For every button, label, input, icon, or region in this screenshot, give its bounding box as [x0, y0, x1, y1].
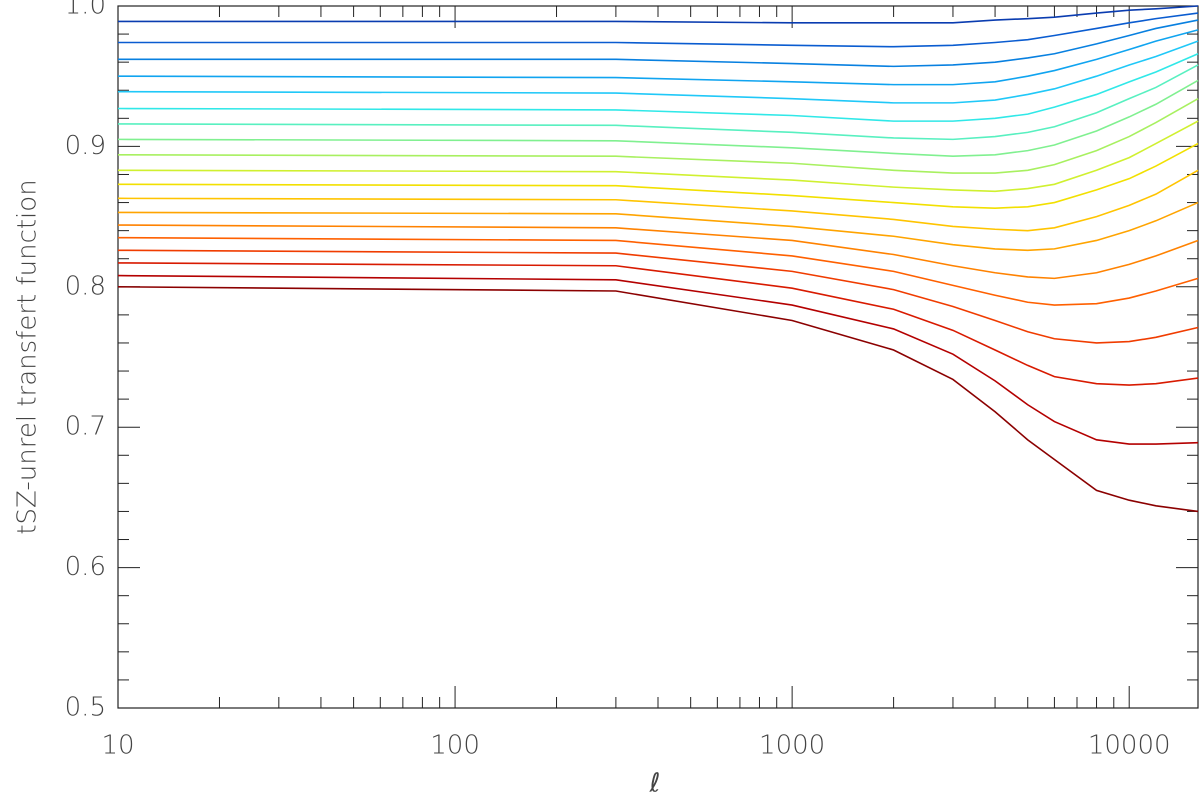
series-line — [117, 169, 1199, 232]
y-tick-label: 0.7 — [65, 412, 106, 442]
series-line — [117, 274, 1199, 445]
series-line — [118, 5, 1199, 24]
series-line — [117, 40, 1199, 104]
series-line — [117, 64, 1199, 141]
series-line — [117, 79, 1199, 158]
x-tick-label: 1000 — [759, 731, 825, 761]
series-line — [117, 286, 1199, 513]
y-tick-label: 0.6 — [65, 552, 106, 582]
series-line — [117, 224, 1199, 280]
series-line — [118, 19, 1199, 68]
y-tick-label: 0.5 — [65, 693, 106, 723]
series-line — [117, 53, 1199, 122]
series-line — [117, 236, 1199, 306]
x-tick-label: 10000 — [1088, 731, 1171, 761]
series-line — [117, 249, 1199, 344]
series-line — [117, 201, 1199, 252]
series-line — [118, 12, 1199, 48]
x-tick-label: 100 — [430, 731, 480, 761]
series-line — [117, 29, 1199, 86]
y-axis-label: tSZ-unrel transfert function — [13, 179, 43, 534]
series-line — [117, 97, 1199, 174]
y-tick-label: 0.8 — [65, 271, 106, 301]
y-tick-label: 1.0 — [65, 0, 106, 21]
series-line — [117, 120, 1199, 193]
y-tick-label: 0.9 — [65, 131, 106, 161]
x-axis-label: ℓ — [649, 769, 661, 799]
series-line — [117, 142, 1199, 209]
x-tick-label: 10 — [101, 731, 134, 761]
series-line — [117, 262, 1199, 386]
